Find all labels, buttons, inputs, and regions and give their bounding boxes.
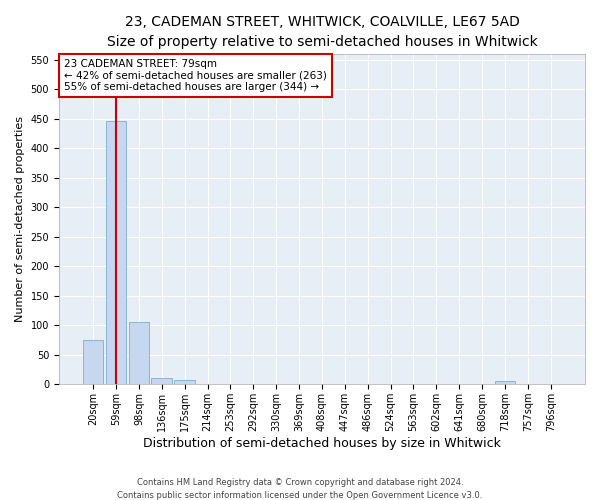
Bar — [151, 378, 172, 384]
Y-axis label: Number of semi-detached properties: Number of semi-detached properties — [15, 116, 25, 322]
Text: 23 CADEMAN STREET: 79sqm
← 42% of semi-detached houses are smaller (263)
55% of : 23 CADEMAN STREET: 79sqm ← 42% of semi-d… — [64, 59, 327, 92]
Bar — [128, 322, 149, 384]
Bar — [175, 380, 195, 384]
X-axis label: Distribution of semi-detached houses by size in Whitwick: Distribution of semi-detached houses by … — [143, 437, 501, 450]
Bar — [106, 120, 126, 384]
Bar — [495, 382, 515, 384]
Text: Contains HM Land Registry data © Crown copyright and database right 2024.
Contai: Contains HM Land Registry data © Crown c… — [118, 478, 482, 500]
Title: 23, CADEMAN STREET, WHITWICK, COALVILLE, LE67 5AD
Size of property relative to s: 23, CADEMAN STREET, WHITWICK, COALVILLE,… — [107, 15, 538, 48]
Bar — [83, 340, 103, 384]
